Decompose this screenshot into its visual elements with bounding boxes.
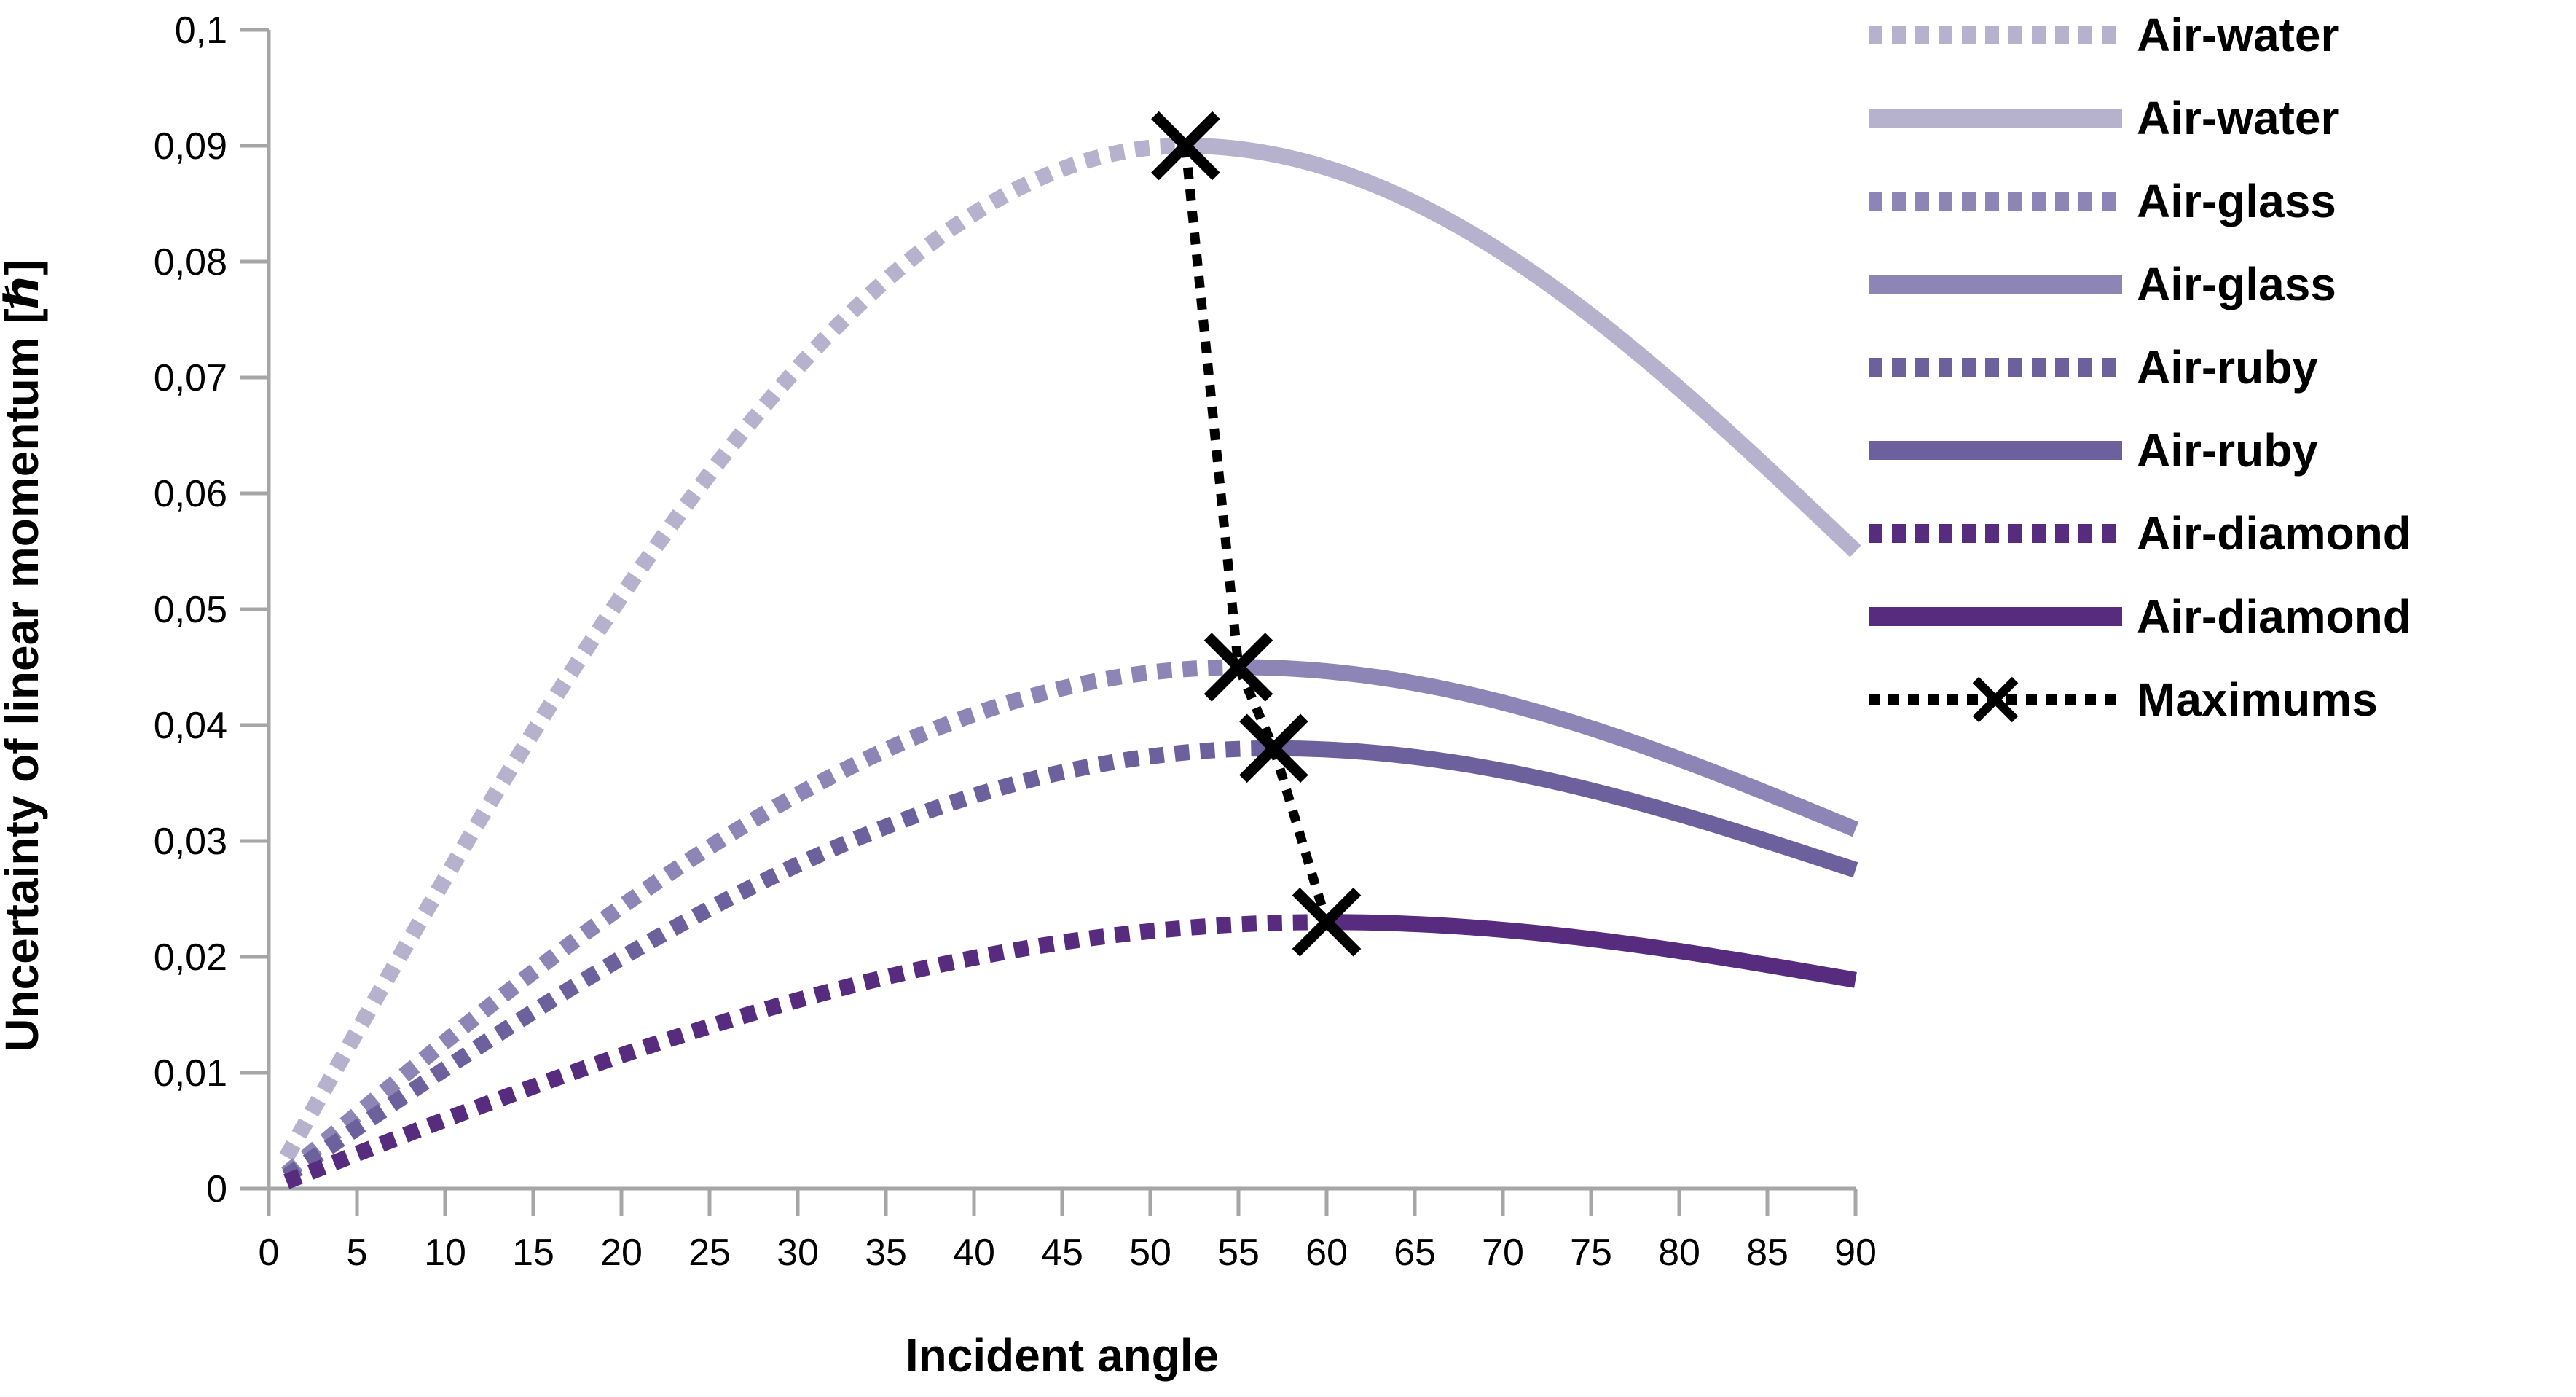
legend-label-air-glass-solid: Air-glass <box>2137 258 2336 310</box>
x-tick-label: 15 <box>512 1232 554 1274</box>
x-tick-label: 55 <box>1217 1232 1260 1274</box>
y-tick-label: 0,08 <box>154 241 227 283</box>
max-marker-icon <box>1292 887 1362 957</box>
legend-label-maximums-maximums: Maximums <box>2137 673 2378 726</box>
y-tick-label: 0,01 <box>154 1052 227 1095</box>
legend-item-air-glass-dotted: Air-glass <box>1869 175 2336 227</box>
max-marker-stroke <box>1151 111 1220 181</box>
curves <box>279 138 1861 1189</box>
legend-item-air-water-solid: Air-water <box>1869 92 2339 144</box>
legend-label-air-water-dotted: Air-water <box>2137 9 2339 61</box>
curve-air-glass-dotted <box>281 659 1239 1180</box>
max-marker-icon <box>1203 633 1273 702</box>
y-tick-label: 0,02 <box>154 936 227 979</box>
x-tick-label: 35 <box>865 1232 907 1274</box>
curve-air-water-dotted <box>279 138 1186 1162</box>
maximums-line-group <box>1180 145 1332 924</box>
x-tick-label: 25 <box>688 1232 731 1274</box>
axes: 0 0,01 0,02 0,03 0,04 0,05 0,06 0,07 0,08 0,09 0,1… <box>154 9 1877 1274</box>
legend-label-air-ruby-dotted: Air-ruby <box>2137 341 2318 394</box>
legend-item-air-glass-solid: Air-glass <box>1869 258 2336 310</box>
legend-item-air-ruby-dotted: Air-ruby <box>1869 341 2318 394</box>
max-marker-stroke <box>1239 713 1308 783</box>
x-tick-label: 0 <box>259 1232 280 1274</box>
max-marker-icon <box>1239 713 1308 783</box>
y-tick-label: 0 <box>206 1168 227 1210</box>
x-tick-label: 80 <box>1658 1232 1700 1274</box>
x-tick-label: 20 <box>600 1232 643 1274</box>
y-tick-label: 0,03 <box>154 821 227 863</box>
maximums-line <box>1180 145 1332 924</box>
curve-air-ruby-dotted <box>281 740 1274 1183</box>
x-tick-label: 10 <box>424 1232 466 1274</box>
legend-label-air-glass-dotted: Air-glass <box>2137 175 2336 227</box>
legend-label-air-water-solid: Air-water <box>2137 92 2339 144</box>
x-tick-label: 70 <box>1482 1232 1524 1274</box>
legend-label-air-diamond-dotted: Air-diamond <box>2137 507 2411 560</box>
legend-item-air-ruby-solid: Air-ruby <box>1869 424 2318 477</box>
y-tick-label: 0,1 <box>175 9 227 52</box>
y-tick-label: 0,07 <box>154 357 227 399</box>
x-tick-label: 40 <box>953 1232 995 1274</box>
curve-air-water-solid <box>1185 138 1861 557</box>
curve-air-diamond-solid <box>1326 914 1857 988</box>
x-tick-label: 85 <box>1746 1232 1788 1274</box>
x-tick-label: 5 <box>347 1232 368 1274</box>
curve-air-diamond-dotted <box>283 914 1327 1189</box>
y-tick-label: 0,09 <box>154 125 227 168</box>
legend-item-maximums-maximums: Maximums <box>1869 673 2378 726</box>
x-tick-label: 75 <box>1570 1232 1612 1274</box>
x-tick-label: 45 <box>1041 1232 1083 1274</box>
legend-item-air-diamond-solid: Air-diamond <box>1869 590 2411 643</box>
curve-air-ruby-solid <box>1273 740 1858 878</box>
legend-item-air-diamond-dotted: Air-diamond <box>1869 507 2411 560</box>
x-tick-label: 50 <box>1129 1232 1171 1274</box>
legend-label-air-diamond-solid: Air-diamond <box>2137 590 2411 643</box>
x-tick-label: 60 <box>1305 1232 1348 1274</box>
max-marker-stroke <box>1292 887 1362 957</box>
max-marker-icon <box>1151 111 1220 181</box>
x-tick-label: 30 <box>777 1232 819 1274</box>
legend: Air-water Air-water Air-glass Air-glass Air-… <box>1869 9 2411 726</box>
max-marker-stroke <box>1203 633 1273 702</box>
x-axis-title: Incident angle <box>906 1329 1219 1382</box>
max-markers <box>1151 111 1362 957</box>
legend-item-air-water-dotted: Air-water <box>1869 9 2339 61</box>
curve-air-glass-solid <box>1238 659 1859 837</box>
x-tick-label: 90 <box>1834 1232 1877 1274</box>
y-axis-title: Uncertainty of linear momentum [ℏ] <box>0 259 48 1052</box>
legend-label-air-ruby-solid: Air-ruby <box>2137 424 2318 477</box>
y-tick-label: 0,05 <box>154 589 227 631</box>
y-tick-label: 0,06 <box>154 473 227 515</box>
x-tick-label: 65 <box>1394 1232 1436 1274</box>
y-tick-label: 0,04 <box>154 705 227 747</box>
legend-x-marker-icon <box>1972 676 2019 723</box>
